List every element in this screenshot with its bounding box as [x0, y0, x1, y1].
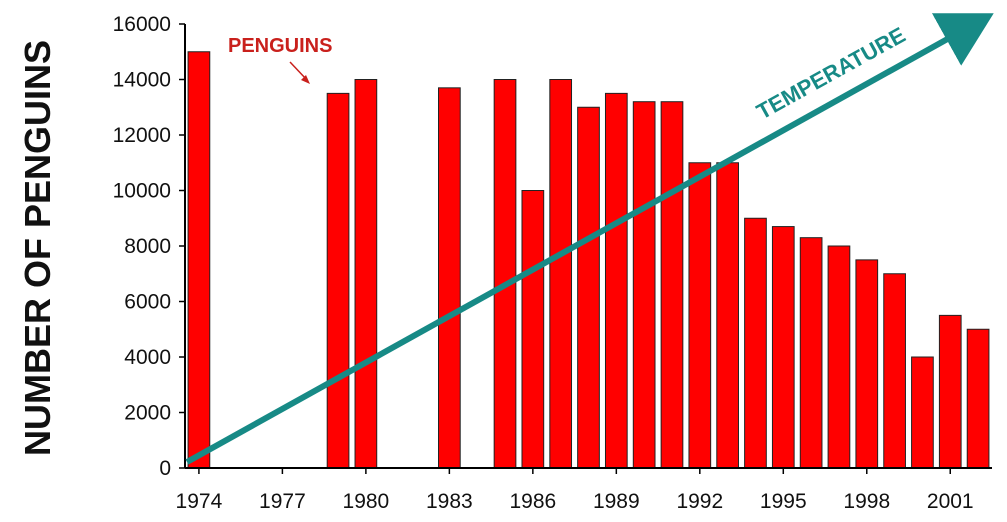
bar-1998 — [855, 259, 879, 469]
x-tick-label: 1992 — [676, 490, 723, 513]
bar-1997 — [827, 245, 851, 469]
y-tick-label: 0 — [159, 457, 171, 480]
y-tick-label: 12000 — [113, 124, 171, 147]
bar-1989 — [604, 92, 628, 469]
bar-2000 — [911, 356, 934, 469]
bar-1985 — [493, 79, 517, 469]
bar-1986 — [521, 190, 545, 469]
bar-1994 — [744, 217, 767, 469]
bar-1992 — [688, 162, 712, 469]
bars-group — [187, 51, 990, 469]
bar-1974 — [187, 51, 211, 469]
y-tick-label: 8000 — [124, 235, 171, 258]
x-tick-label: 2001 — [927, 490, 974, 513]
bar-1990 — [632, 101, 656, 469]
bar-2002 — [966, 328, 990, 469]
penguins-pointer-head — [301, 75, 310, 84]
bar-1999 — [883, 273, 906, 469]
bar-1987 — [549, 79, 573, 469]
bar-1980 — [354, 79, 378, 469]
bar-1983 — [438, 87, 461, 469]
y-tick-label: 6000 — [124, 291, 171, 314]
x-tick-label: 1980 — [343, 490, 390, 513]
y-tick-label: 10000 — [113, 180, 171, 203]
x-axis: 1974 1977 1980 1983 1986 1989 1992 1995 1998 2001 — [176, 468, 974, 513]
penguins-label: PENGUINS — [228, 35, 332, 57]
x-tick-label: 1983 — [426, 490, 473, 513]
x-tick-label: 1977 — [259, 490, 306, 513]
bar-1995 — [771, 226, 795, 469]
x-tick-label: 1986 — [509, 490, 556, 513]
x-tick-label: 1989 — [593, 490, 640, 513]
bar-1991 — [660, 101, 684, 469]
x-tick-label: 1998 — [843, 490, 890, 513]
temperature-trend-arrow — [185, 13, 994, 465]
bar-2001 — [938, 314, 962, 469]
y-tick-label: 4000 — [124, 346, 171, 369]
x-tick-label: 1974 — [176, 490, 223, 513]
y-tick-label: 14000 — [113, 69, 171, 92]
bar-1988 — [577, 106, 600, 469]
y-axis-label: NUMBER OF PENGUINS — [17, 40, 58, 456]
bar-1996 — [799, 237, 823, 469]
y-axis: 0 2000 4000 6000 8000 10000 12000 14000 16000 — [113, 13, 185, 480]
bar-1979 — [326, 92, 350, 469]
x-tick-label: 1995 — [760, 490, 807, 513]
y-tick-label: 16000 — [113, 13, 171, 36]
bar-1993 — [716, 162, 739, 469]
y-tick-label: 2000 — [124, 402, 171, 425]
